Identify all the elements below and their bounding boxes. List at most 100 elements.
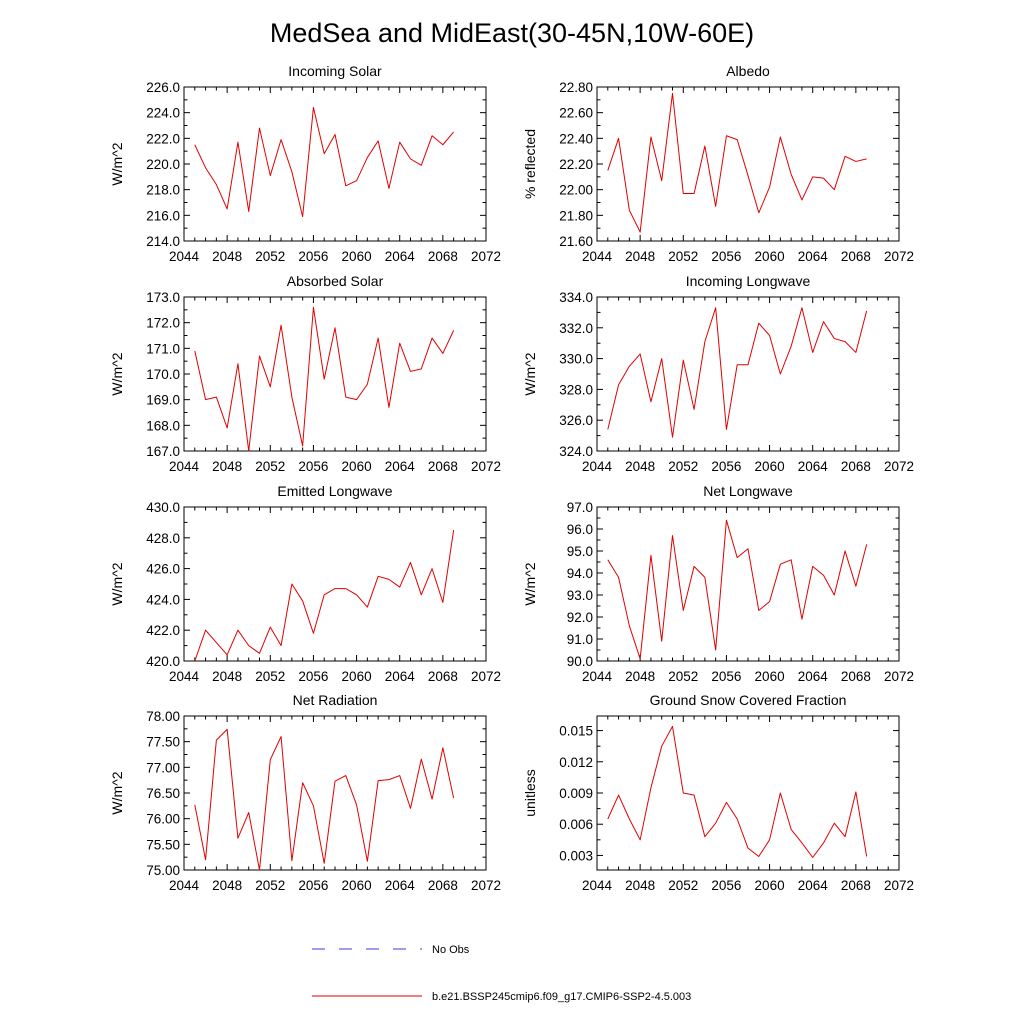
data-point <box>387 778 390 781</box>
y-tick-label: 426.0 <box>146 562 180 577</box>
data-point <box>193 349 196 352</box>
data-point <box>236 629 239 632</box>
data-point <box>671 436 674 439</box>
y-tick-label: 92.0 <box>567 610 593 625</box>
data-point <box>334 780 337 783</box>
data-point <box>736 818 739 821</box>
data-point <box>247 811 250 814</box>
panel-title: Absorbed Solar <box>287 273 384 289</box>
data-point <box>811 175 814 178</box>
data-point <box>258 869 261 872</box>
y-axis-label: W/m^2 <box>522 562 538 605</box>
x-tick-label: 2056 <box>711 669 741 684</box>
data-point <box>660 179 663 182</box>
data-point <box>833 822 836 825</box>
data-point <box>323 593 326 596</box>
data-point <box>247 450 250 453</box>
data-point <box>258 652 261 655</box>
data-point <box>420 367 423 370</box>
data-point <box>725 428 728 431</box>
data-point <box>236 362 239 365</box>
data-point <box>441 601 444 604</box>
figure-title: MedSea and MidEast(30-45N,10W-60E) <box>270 18 754 48</box>
x-tick-label: 2068 <box>428 669 458 684</box>
x-tick-label: 2064 <box>385 669 416 684</box>
panel-net-radiation: Net Radiation 2044 2048 2052 2056 2060 2064 206… <box>109 692 501 893</box>
panel-title: Ground Snow Covered Fraction <box>650 692 847 708</box>
data-point <box>747 547 750 550</box>
data-point <box>768 838 771 841</box>
data-point <box>355 179 358 182</box>
data-point <box>703 576 706 579</box>
panels: Incoming Solar 2044 2048 2052 2056 2060 2064 20… <box>109 63 914 893</box>
data-point <box>409 157 412 160</box>
data-point <box>431 134 434 137</box>
data-point <box>606 558 609 561</box>
data-point <box>226 207 229 210</box>
y-tick-label: 326.0 <box>559 413 593 428</box>
data-point <box>409 561 412 564</box>
x-tick-label: 2052 <box>255 249 285 264</box>
data-point <box>811 856 814 859</box>
y-tick-label: 21.80 <box>559 208 593 223</box>
data-point <box>312 804 315 807</box>
data-point <box>714 306 717 309</box>
data-point <box>725 134 728 137</box>
y-tick-label: 216.0 <box>146 208 180 223</box>
data-point <box>312 306 315 309</box>
legend-no-obs-label: No Obs <box>432 944 470 956</box>
x-tick-label: 2056 <box>711 459 741 474</box>
data-point <box>757 322 760 325</box>
x-tick-label: 2060 <box>755 459 785 474</box>
data-point <box>811 351 814 354</box>
data-point <box>204 629 207 632</box>
x-tick-label: 2044 <box>169 249 200 264</box>
data-point <box>639 838 642 841</box>
data-point <box>193 803 196 806</box>
data-point <box>660 745 663 748</box>
data-point <box>334 326 337 329</box>
x-tick-label: 2068 <box>428 249 458 264</box>
data-point <box>226 653 229 656</box>
data-point <box>269 758 272 761</box>
x-tick-label: 2072 <box>471 669 501 684</box>
data-point <box>323 152 326 155</box>
data-point <box>628 209 631 212</box>
data-point <box>854 790 857 793</box>
data-point <box>269 174 272 177</box>
data-point <box>269 626 272 629</box>
y-tick-label: 330.0 <box>559 352 593 367</box>
x-tick-label: 2064 <box>798 669 829 684</box>
data-point <box>693 408 696 411</box>
x-tick-label: 2052 <box>255 459 285 474</box>
y-tick-label: 22.20 <box>559 157 593 172</box>
data-point <box>693 192 696 195</box>
y-tick-label: 90.0 <box>567 654 593 669</box>
y-tick-label: 424.0 <box>146 592 180 607</box>
y-tick-label: 226.0 <box>146 80 180 95</box>
x-tick-label: 2052 <box>668 459 698 474</box>
data-point <box>355 803 358 806</box>
data-point <box>639 657 642 660</box>
data-point <box>280 644 283 647</box>
panel-emitted-longwave: Emitted Longwave 2044 2048 2052 2056 2060 2064… <box>109 483 501 684</box>
panel-incoming-longwave: Incoming Longwave 2044 2048 2052 2056 2060 206… <box>522 273 914 474</box>
data-point <box>671 534 674 537</box>
y-tick-label: 0.012 <box>559 755 593 770</box>
data-point <box>649 786 652 789</box>
data-point <box>800 306 803 309</box>
data-point <box>312 106 315 109</box>
panel-ground-snow-covered-fraction: Ground Snow Covered Fraction 2044 2048 2052… <box>522 692 914 893</box>
data-point <box>387 406 390 409</box>
x-tick-label: 2048 <box>212 249 242 264</box>
y-tick-label: 332.0 <box>559 321 593 336</box>
y-tick-label: 22.00 <box>559 183 593 198</box>
y-tick-label: 78.00 <box>146 709 180 724</box>
y-tick-label: 169.0 <box>146 393 180 408</box>
series-line-absorbed-solar <box>194 306 455 452</box>
x-tick-label: 2056 <box>298 249 328 264</box>
data-point <box>649 136 652 139</box>
y-tick-label: 218.0 <box>146 183 180 198</box>
x-tick-label: 2064 <box>385 249 416 264</box>
y-tick-label: 75.50 <box>146 837 180 852</box>
